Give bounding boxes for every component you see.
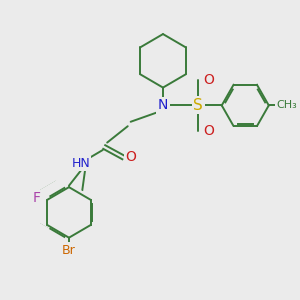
Text: O: O [125,150,136,164]
Text: F: F [32,191,40,205]
Text: S: S [194,98,203,113]
Text: CH₃: CH₃ [276,100,297,110]
Text: O: O [203,73,214,87]
Text: N: N [158,98,168,112]
Text: HN: HN [71,157,90,170]
Text: O: O [203,124,214,138]
Text: Br: Br [62,244,76,257]
